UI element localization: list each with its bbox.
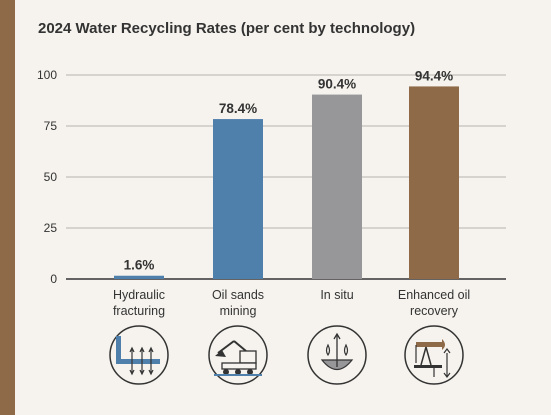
y-tick-label: 100: [37, 68, 57, 82]
y-tick-label: 75: [44, 119, 58, 133]
hydraulic-fracturing-icon: [109, 325, 169, 385]
data-label: 90.4%: [318, 77, 356, 92]
category-label-line: mining: [220, 304, 257, 318]
chart-title: 2024 Water Recycling Rates (per cent by …: [38, 20, 416, 37]
bar: [409, 86, 459, 279]
category-label: Enhanced oil recovery: [398, 288, 470, 318]
category-label-line: fracturing: [113, 304, 165, 318]
category-label-line: Enhanced oil: [398, 288, 470, 302]
category-label: Oil sands mining: [212, 288, 264, 318]
oil-sands-mining-icon: [208, 325, 268, 385]
in-situ-icon: [307, 325, 367, 385]
bar: [213, 119, 263, 280]
bar: [114, 275, 164, 279]
y-tick-label: 25: [44, 221, 58, 235]
category-label: Hydraulic fracturing: [113, 288, 165, 318]
category-label-line: Oil sands: [212, 288, 264, 302]
bar: [312, 94, 362, 279]
category-label-line: Hydraulic: [113, 288, 165, 302]
category-label: In situ: [320, 288, 353, 302]
category-label-line: In situ: [320, 288, 353, 302]
left-accent-band: [0, 0, 15, 415]
y-tick-label: 50: [44, 170, 58, 184]
data-label: 78.4%: [219, 101, 257, 116]
data-label: 94.4%: [415, 68, 453, 83]
enhanced-oil-recovery-icon: [404, 325, 464, 385]
y-tick-label: 0: [50, 272, 57, 286]
category-label-line: recovery: [410, 304, 459, 318]
data-label: 1.6%: [124, 258, 155, 273]
